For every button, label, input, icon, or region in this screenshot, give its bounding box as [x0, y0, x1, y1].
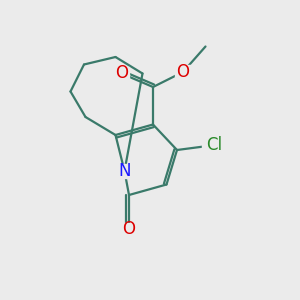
Bar: [117, 164, 132, 178]
Text: O: O: [122, 220, 136, 238]
Text: O: O: [115, 64, 128, 82]
Text: O: O: [176, 63, 190, 81]
Bar: [121, 223, 137, 236]
Text: N: N: [118, 162, 131, 180]
Bar: [114, 67, 129, 80]
Bar: [175, 65, 191, 79]
Text: Cl: Cl: [206, 136, 223, 154]
Bar: [202, 139, 227, 152]
